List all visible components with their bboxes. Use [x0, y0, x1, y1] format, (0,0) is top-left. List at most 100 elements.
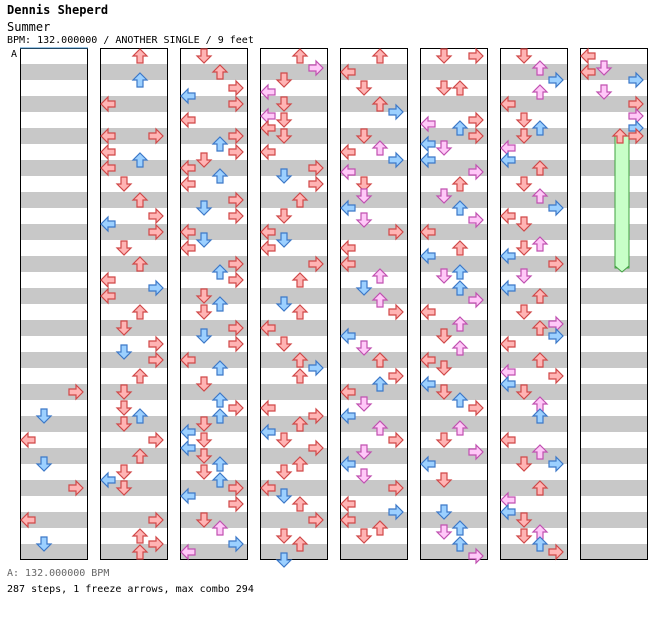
arrow-d-icon — [275, 552, 293, 568]
arrow-u-icon — [291, 536, 309, 552]
column-stripe — [20, 512, 88, 528]
arrow-u-icon — [451, 316, 469, 332]
arrow-r-icon — [548, 255, 564, 273]
arrow-d-icon — [435, 472, 453, 488]
column-stripe — [180, 384, 248, 400]
arrow-u-icon — [211, 136, 229, 152]
arrow-d-icon — [435, 140, 453, 156]
arrow-d-icon — [275, 528, 293, 544]
column-stripe — [260, 480, 328, 496]
column-stripe — [500, 64, 568, 80]
column-stripe — [580, 416, 648, 432]
arrow-d-icon — [435, 48, 453, 64]
column-stripe — [180, 160, 248, 176]
arrow-d-icon — [275, 72, 293, 88]
arrow-d-icon — [195, 152, 213, 168]
arrow-l-icon — [340, 199, 356, 217]
arrow-d-icon — [275, 464, 293, 480]
column-stripe — [340, 512, 408, 528]
arrow-r-icon — [148, 431, 164, 449]
column-stripe — [100, 64, 168, 80]
arrow-r-icon — [388, 151, 404, 169]
column-stripe — [500, 384, 568, 400]
column-stripe — [100, 160, 168, 176]
arrow-u-icon — [371, 352, 389, 368]
arrow-d-icon — [35, 456, 53, 472]
arrow-r-icon — [228, 271, 244, 289]
arrow-d-icon — [515, 304, 533, 320]
arrow-d-icon — [195, 328, 213, 344]
column-stripe — [20, 128, 88, 144]
arrow-d-icon — [115, 464, 133, 480]
arrow-l-icon — [260, 119, 276, 137]
arrow-r-icon — [388, 223, 404, 241]
arrow-l-icon — [500, 95, 516, 113]
arrow-r-icon — [388, 303, 404, 321]
arrow-r-icon — [628, 71, 644, 89]
arrow-u-icon — [611, 128, 629, 144]
arrow-u-icon — [531, 320, 549, 336]
arrow-d-icon — [115, 240, 133, 256]
arrow-l-icon — [340, 63, 356, 81]
arrow-l-icon — [260, 83, 276, 101]
arrow-u-icon — [371, 420, 389, 436]
arrow-u-icon — [451, 200, 469, 216]
arrow-l-icon — [100, 127, 116, 145]
arrow-l-icon — [100, 471, 116, 489]
arrow-u-icon — [531, 188, 549, 204]
column-stripe — [420, 352, 488, 368]
arrow-u-icon — [211, 64, 229, 80]
arrow-r-icon — [148, 223, 164, 241]
arrow-r-icon — [308, 439, 324, 457]
arrow-d-icon — [515, 528, 533, 544]
arrow-d-icon — [195, 48, 213, 64]
arrow-l-icon — [500, 503, 516, 521]
arrow-r-icon — [468, 291, 484, 309]
arrow-r-icon — [468, 443, 484, 461]
arrow-u-icon — [371, 292, 389, 308]
column-stripe — [500, 448, 568, 464]
arrow-u-icon — [451, 80, 469, 96]
arrow-u-icon — [131, 192, 149, 208]
arrow-l-icon — [420, 351, 436, 369]
arrow-l-icon — [180, 439, 196, 457]
column-stripe — [180, 352, 248, 368]
column-stripe — [20, 384, 88, 400]
arrow-d-icon — [275, 232, 293, 248]
column-stripe — [260, 96, 328, 112]
arrow-l-icon — [260, 479, 276, 497]
arrow-r-icon — [308, 175, 324, 193]
arrow-l-icon — [500, 335, 516, 353]
arrow-d-icon — [435, 80, 453, 96]
arrow-d-icon — [515, 176, 533, 192]
arrow-u-icon — [131, 528, 149, 544]
column-stripe — [340, 288, 408, 304]
arrow-u-icon — [371, 140, 389, 156]
arrow-u-icon — [131, 408, 149, 424]
column-stripe — [420, 224, 488, 240]
arrow-d-icon — [595, 84, 613, 100]
arrow-r-icon — [228, 255, 244, 273]
arrow-r-icon — [388, 479, 404, 497]
arrow-u-icon — [211, 264, 229, 280]
arrow-d-icon — [435, 432, 453, 448]
arrow-d-icon — [195, 304, 213, 320]
column-stripe — [580, 448, 648, 464]
arrow-d-icon — [435, 504, 453, 520]
column-stripe — [100, 224, 168, 240]
arrow-r-icon — [468, 111, 484, 129]
column-stripe — [340, 480, 408, 496]
arrow-r-icon — [308, 407, 324, 425]
arrow-u-icon — [371, 96, 389, 112]
column-stripe — [260, 512, 328, 528]
column-stripe — [20, 192, 88, 208]
column-stripe — [20, 224, 88, 240]
column-stripe — [260, 160, 328, 176]
column-stripe — [500, 416, 568, 432]
arrow-r-icon — [308, 359, 324, 377]
arrow-u-icon — [211, 392, 229, 408]
arrow-u-icon — [451, 520, 469, 536]
arrow-u-icon — [531, 160, 549, 176]
arrow-r-icon — [548, 455, 564, 473]
arrow-r-icon — [468, 47, 484, 65]
